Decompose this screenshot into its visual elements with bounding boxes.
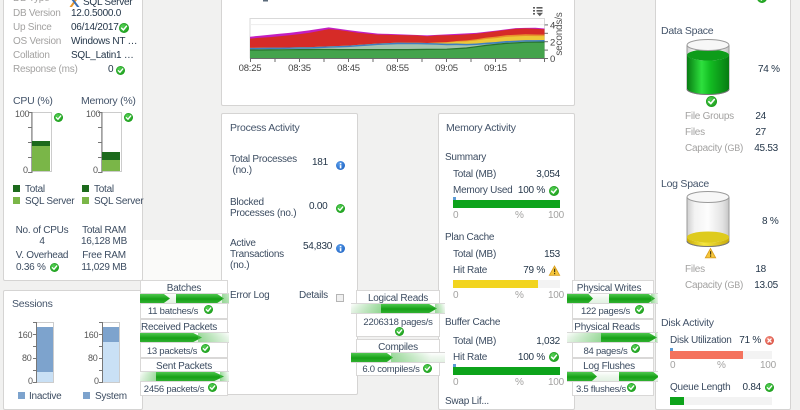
svg-text:09:15: 09:15 xyxy=(484,63,507,74)
svg-text:08:35: 08:35 xyxy=(288,63,311,74)
svg-text:08:45: 08:45 xyxy=(337,63,360,74)
svg-text:seconds/s: seconds/s xyxy=(554,12,565,55)
svg-text:08:55: 08:55 xyxy=(386,63,409,74)
svg-text:09:05: 09:05 xyxy=(435,63,458,74)
svg-text:4: 4 xyxy=(550,21,555,32)
svg-text:2: 2 xyxy=(550,38,555,49)
svg-text:08:25: 08:25 xyxy=(239,63,262,74)
svg-text:0: 0 xyxy=(550,54,555,65)
